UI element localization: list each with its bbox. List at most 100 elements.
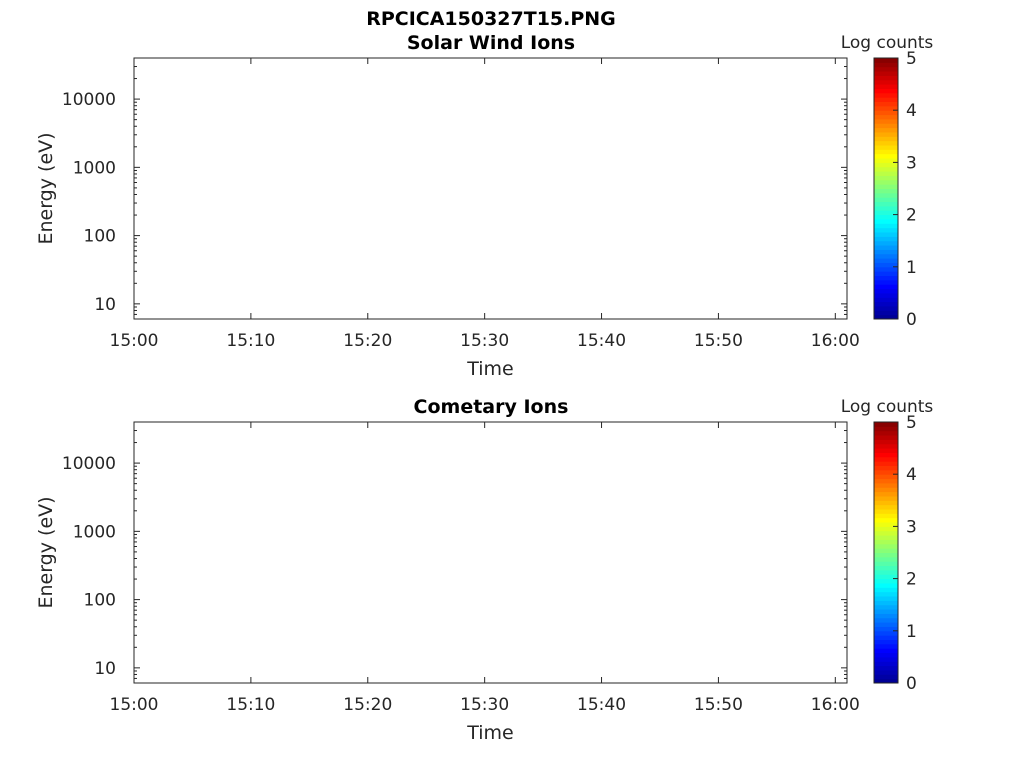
colorbar-segment — [874, 430, 898, 436]
colorbar-segment — [874, 297, 898, 303]
colorbar-segment — [874, 314, 898, 320]
colorbar-segment — [874, 591, 898, 597]
colorbar-segment — [874, 158, 898, 163]
x-tick-label: 16:00 — [811, 331, 860, 351]
colorbar-segment — [874, 513, 898, 519]
colorbar-segment — [874, 422, 898, 427]
x-tick-label: 15:20 — [343, 695, 392, 715]
x-tick-label: 15:40 — [577, 331, 626, 351]
x-tick-label: 16:00 — [811, 695, 860, 715]
colorbar-segment — [874, 101, 898, 107]
colorbar-segment — [874, 491, 898, 497]
colorbar-tick-label: 5 — [906, 49, 917, 69]
axis-ticks-cometary: 15:00 15:10 15:20 15:30 15:40 15:50 16:00 10 100… — [62, 421, 860, 715]
colorbar-cometary: 0 1 2 3 4 5 — [873, 413, 917, 694]
colorbar-frame — [873, 57, 899, 320]
colorbar-segment — [874, 79, 898, 85]
colorbar-segment — [874, 600, 898, 606]
colorbar-segment — [874, 218, 898, 224]
colorbar-segment — [874, 552, 898, 558]
colorbar-segment — [874, 171, 898, 176]
colorbar-segment — [874, 301, 898, 307]
colorbar-tick-label: 2 — [906, 206, 917, 226]
y-axis-label-solar-wind: Energy (eV) — [35, 132, 57, 244]
colorbar-segment — [874, 97, 898, 102]
colorbar-segment — [874, 140, 898, 146]
colorbar-segment — [874, 66, 898, 72]
colorbar-segment — [874, 292, 898, 298]
colorbar-segment — [874, 162, 898, 168]
colorbar-segment — [874, 275, 898, 281]
panel-title-cometary: Cometary Ions — [414, 396, 569, 418]
colorbar-segment — [874, 609, 898, 614]
colorbar-segment — [874, 227, 898, 233]
colorbar-segment — [874, 153, 898, 159]
x-tick-label: 15:30 — [460, 331, 509, 351]
colorbar-segment — [874, 509, 898, 514]
colorbar-segment — [874, 127, 898, 133]
solar-wind-panel: Solar Wind Ions 15:00 15:10 15:20 15:30 15:4… — [35, 32, 933, 380]
colorbar-segment — [874, 674, 898, 680]
colorbar-segment — [874, 535, 898, 540]
colorbar-segment — [874, 175, 898, 181]
colorbar-segment — [874, 131, 898, 137]
colorbar-segment — [874, 88, 898, 94]
colorbar-segment — [874, 522, 898, 527]
y-tick-label: 1000 — [73, 158, 116, 178]
colorbar-tick-label: 0 — [906, 674, 917, 694]
colorbar-segment — [874, 596, 898, 601]
colorbar-segment — [874, 543, 898, 549]
colorbar-segment — [874, 448, 898, 453]
colorbar-segment — [874, 582, 898, 588]
colorbar-segment — [874, 574, 898, 580]
y-tick-label: 10000 — [62, 90, 116, 110]
colorbar-segment — [874, 635, 898, 640]
colorbar-tick-label: 2 — [906, 570, 917, 590]
colorbar-segment — [874, 232, 898, 237]
colorbar-segment — [874, 517, 898, 523]
colorbar-segment — [874, 305, 898, 311]
colorbar-segment — [874, 123, 898, 129]
x-tick-label: 15:40 — [577, 695, 626, 715]
colorbar-segment — [874, 223, 898, 229]
colorbar-segment — [874, 279, 898, 285]
colorbar-segment — [874, 630, 898, 636]
colorbar-segment — [874, 110, 898, 116]
colorbar-segment — [874, 539, 898, 545]
colorbar-segment — [874, 75, 898, 81]
colorbar-segment — [874, 526, 898, 532]
colorbar-segment — [874, 548, 898, 553]
colorbar-segment — [874, 604, 898, 610]
colorbar-segment — [874, 249, 898, 255]
x-tick-label: 15:10 — [226, 695, 275, 715]
x-tick-label: 15:20 — [343, 331, 392, 351]
colorbar-segment — [874, 626, 898, 632]
axis-ticks-solar-wind: 15:00 15:10 15:20 15:30 15:40 15:50 16:00 10 100… — [62, 57, 860, 351]
colorbar-segment — [874, 661, 898, 667]
axes-frame-solar-wind — [133, 57, 848, 320]
y-axis-label-cometary: Energy (eV) — [35, 496, 57, 608]
colorbar-segment — [874, 500, 898, 506]
colorbar-frame — [873, 421, 899, 684]
y-tick-label: 100 — [84, 591, 116, 611]
panel-title-solar-wind: Solar Wind Ions — [407, 32, 575, 54]
colorbar-segment — [874, 205, 898, 211]
colorbar-tick-label: 5 — [906, 413, 917, 433]
colorbar-tick-label: 1 — [906, 622, 917, 642]
colorbar-segment — [874, 530, 898, 536]
colorbar-segment — [874, 166, 898, 172]
colorbar-segment — [874, 495, 898, 501]
colorbar-segment — [874, 617, 898, 623]
colorbar-segment — [874, 145, 898, 150]
colorbar-segment — [874, 648, 898, 654]
colorbar-segment — [874, 62, 898, 68]
colorbar-tick-label: 4 — [906, 101, 917, 121]
colorbar-segment — [874, 210, 898, 216]
colorbar-segment — [874, 452, 898, 458]
colorbar-segment — [874, 678, 898, 684]
colorbar-segment — [874, 587, 898, 593]
x-axis-label-cometary: Time — [466, 722, 514, 744]
colorbar-segment — [874, 504, 898, 510]
colorbar-segment — [874, 258, 898, 263]
colorbar-segment — [874, 482, 898, 488]
